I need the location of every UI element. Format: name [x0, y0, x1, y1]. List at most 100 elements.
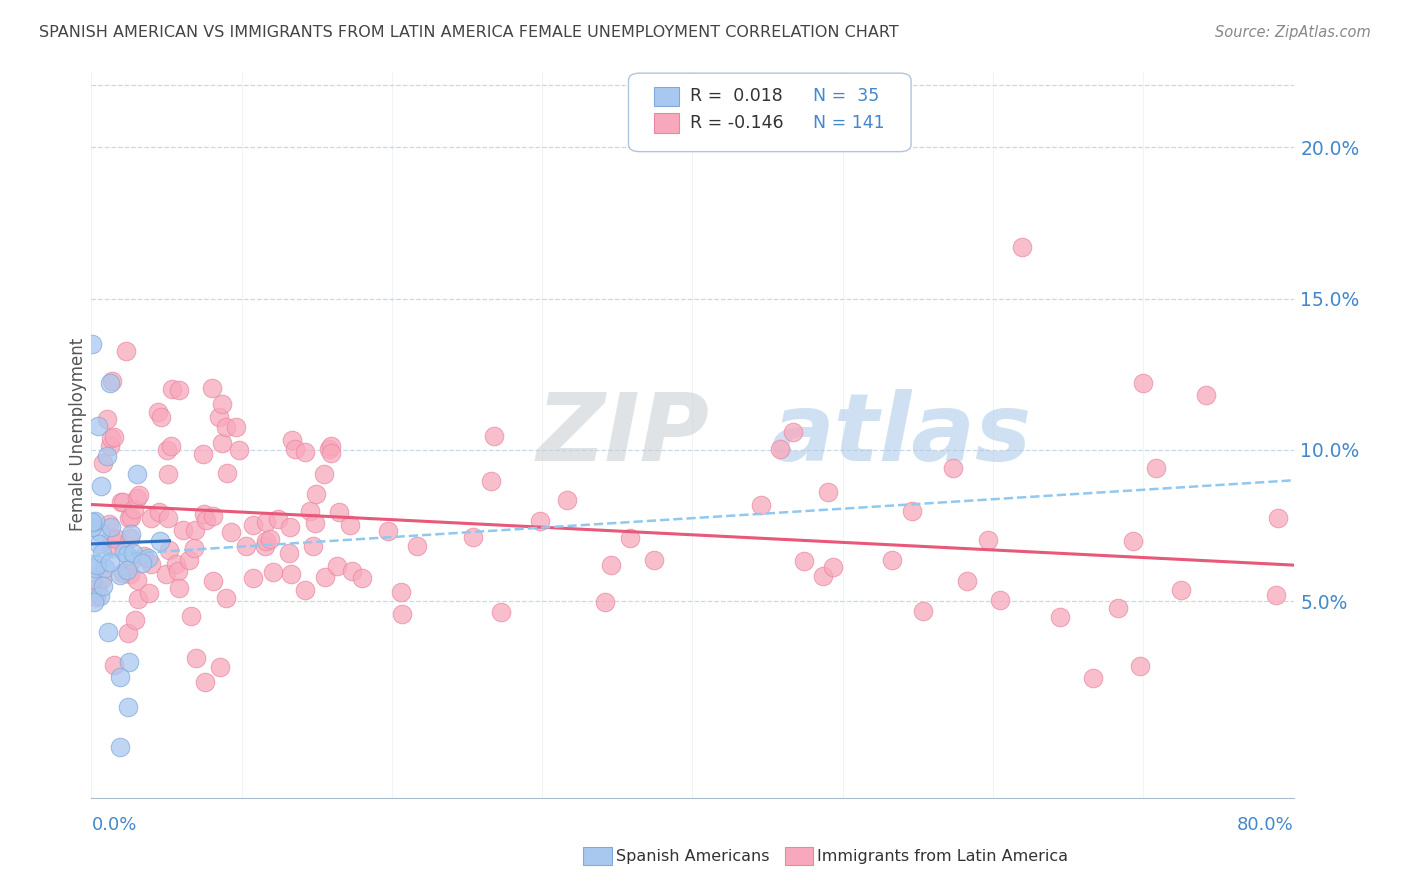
Point [112, 545, 135, 559]
Point [201, 381, 224, 395]
Point [128, 487, 150, 501]
Point [281, 433, 304, 447]
Point [482, 428, 505, 442]
Point [156, 443, 179, 458]
Point [125, 491, 148, 505]
Point [100, 520, 122, 534]
Point [84, 590, 107, 604]
Point [228, 443, 250, 458]
Point [294, 583, 316, 598]
Point [127, 467, 149, 482]
Point [302, 539, 325, 553]
Point [86, 581, 108, 595]
Text: SPANISH AMERICAN VS IMMIGRANTS FROM LATIN AMERICA FEMALE UNEMPLOYMENT CORRELATIO: SPANISH AMERICAN VS IMMIGRANTS FROM LATI… [39, 25, 898, 40]
Text: ZIP: ZIP [536, 389, 709, 481]
Point [305, 487, 328, 501]
Point [235, 539, 257, 553]
Point [115, 343, 138, 358]
Point [172, 523, 194, 537]
Point [643, 553, 665, 567]
Point [120, 526, 142, 541]
Point [138, 586, 160, 600]
Point [326, 558, 349, 573]
Point [599, 558, 621, 573]
Point [110, 568, 132, 582]
Point [112, 566, 135, 580]
Point [319, 439, 342, 453]
Point [89, 524, 111, 539]
Point [267, 512, 290, 526]
Point [1129, 658, 1152, 673]
Point [160, 383, 183, 397]
Point [110, 494, 132, 508]
Point [256, 515, 278, 529]
Point [84, 514, 107, 528]
Text: R =  0.018: R = 0.018 [690, 87, 783, 105]
Point [194, 675, 217, 690]
Text: N = 141: N = 141 [813, 114, 884, 132]
Point [321, 446, 343, 460]
Point [82, 337, 104, 351]
Point [98, 555, 121, 569]
Point [557, 493, 579, 508]
Point [100, 541, 122, 555]
Point [110, 670, 132, 684]
Text: Spanish Americans: Spanish Americans [616, 849, 769, 863]
Point [103, 430, 125, 444]
Point [136, 550, 159, 565]
Point [1132, 376, 1154, 391]
Point [131, 556, 153, 570]
Point [901, 504, 924, 518]
Point [82, 572, 104, 586]
Point [127, 592, 149, 607]
Point [100, 431, 122, 445]
Point [1122, 533, 1144, 548]
Point [529, 514, 551, 528]
Point [314, 467, 336, 482]
Point [149, 409, 172, 424]
Point [156, 511, 179, 525]
Point [340, 564, 363, 578]
Point [294, 445, 316, 459]
Point [121, 553, 143, 567]
Point [593, 595, 616, 609]
Point [463, 530, 485, 544]
Point [122, 546, 145, 560]
Point [87, 418, 110, 433]
Point [86, 558, 108, 573]
Point [1170, 582, 1192, 597]
Point [167, 565, 190, 579]
Text: Immigrants from Latin America: Immigrants from Latin America [817, 849, 1069, 863]
Point [749, 498, 772, 512]
Point [117, 700, 139, 714]
Point [193, 508, 215, 522]
Point [125, 573, 148, 587]
Point [94, 560, 117, 574]
Point [155, 566, 177, 581]
Point [911, 604, 934, 618]
Point [225, 419, 247, 434]
Text: N =  35: N = 35 [813, 87, 879, 105]
Point [149, 534, 172, 549]
Point [259, 532, 281, 546]
Point [87, 536, 110, 550]
Point [167, 383, 190, 397]
Point [1267, 511, 1289, 525]
Point [817, 485, 839, 500]
Text: Source: ZipAtlas.com: Source: ZipAtlas.com [1215, 25, 1371, 40]
Y-axis label: Female Unemployment: Female Unemployment [69, 338, 87, 532]
Point [328, 505, 350, 519]
Point [988, 592, 1011, 607]
Point [219, 525, 242, 540]
Point [1195, 388, 1218, 402]
Point [201, 574, 224, 589]
Point [108, 739, 131, 754]
Point [139, 511, 162, 525]
Point [160, 439, 183, 453]
Point [1264, 588, 1286, 602]
Point [148, 505, 170, 519]
Text: atlas: atlas [770, 389, 1032, 481]
Point [117, 563, 139, 577]
Point [339, 517, 361, 532]
Point [298, 504, 321, 518]
